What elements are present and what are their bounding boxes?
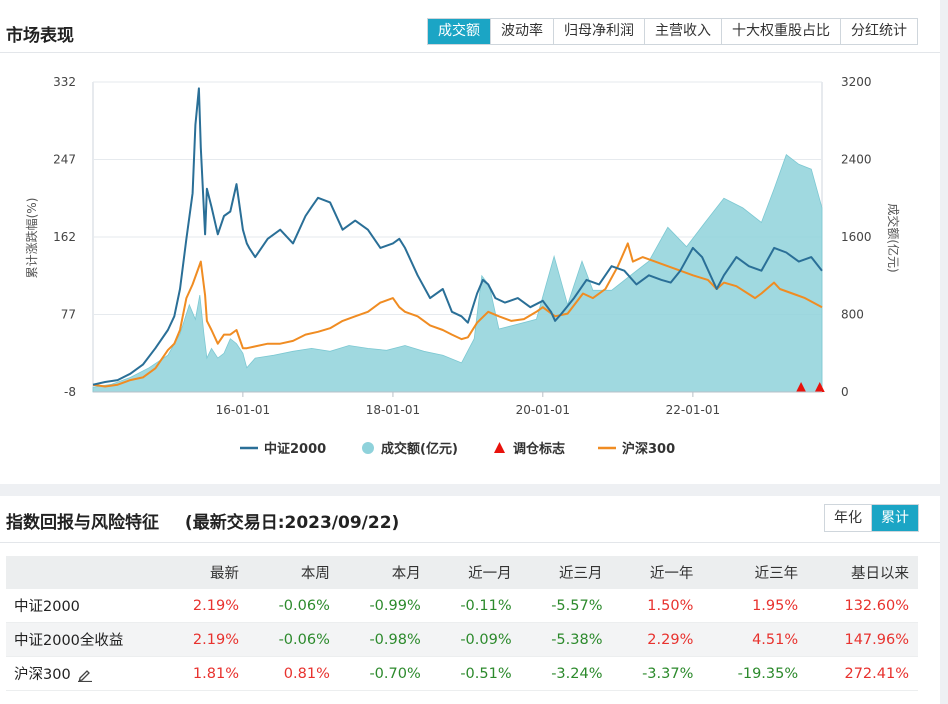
table-cell: 1.50% bbox=[611, 589, 703, 623]
row-name: 中证2000 bbox=[6, 589, 165, 623]
y-left-tick: 332 bbox=[53, 75, 76, 89]
table-cell: -3.37% bbox=[611, 656, 703, 691]
divider bbox=[0, 52, 940, 53]
col-header: 本月 bbox=[338, 556, 430, 589]
col-header: 基日以来 bbox=[807, 556, 918, 589]
volume-area bbox=[92, 154, 823, 393]
chart-legend: 中证2000 成交额(亿元) 调仓标志 沪深300 bbox=[240, 441, 675, 457]
legend-label: 中证2000 bbox=[264, 441, 326, 457]
col-header: 近一年 bbox=[611, 556, 703, 589]
table-cell: 132.60% bbox=[807, 589, 918, 623]
y-left-tick: 162 bbox=[53, 230, 76, 244]
y-right-tick: 3200 bbox=[841, 75, 872, 89]
returns-title: 指数回报与风险特征 (最新交易日:2023/09/22) bbox=[6, 508, 399, 533]
period-toggle: 年化 累计 bbox=[824, 504, 919, 532]
row-name-text: 沪深300 bbox=[14, 667, 71, 683]
metric-tabs: 成交额 波动率 归母净利润 主营收入 十大权重股占比 分红统计 bbox=[427, 18, 918, 45]
y-right-tick: 2400 bbox=[841, 153, 872, 167]
y-axis-right-label: 成交额(亿元) bbox=[886, 203, 901, 272]
table-cell: -0.51% bbox=[429, 656, 521, 691]
legend-item[interactable]: 中证2000 bbox=[240, 441, 326, 457]
legend-item[interactable]: 调仓标志 bbox=[494, 441, 565, 457]
hs300-line bbox=[92, 242, 823, 388]
table-cell: 272.41% bbox=[807, 656, 918, 691]
table-cell: -0.11% bbox=[429, 589, 521, 623]
table-cell: -19.35% bbox=[702, 656, 808, 691]
table-cell: -0.06% bbox=[248, 589, 339, 623]
table-cell: -3.24% bbox=[520, 656, 612, 691]
table-cell: 1.81% bbox=[165, 656, 248, 691]
table-cell: 2.19% bbox=[165, 589, 248, 623]
y-right-tick: 1600 bbox=[841, 230, 872, 244]
col-header: 本周 bbox=[248, 556, 339, 589]
col-header-name bbox=[6, 556, 165, 589]
col-header: 近三月 bbox=[520, 556, 612, 589]
table-cell: -5.38% bbox=[520, 622, 612, 657]
table-cell: -0.09% bbox=[429, 622, 521, 657]
rebalance-marker bbox=[814, 382, 825, 392]
x-tick-label: 20-01-01 bbox=[516, 403, 570, 417]
cumulative-toggle[interactable]: 累计 bbox=[871, 505, 918, 531]
pencil-icon[interactable] bbox=[77, 668, 93, 682]
table-cell: 2.29% bbox=[611, 622, 703, 657]
legend-item[interactable]: 沪深300 bbox=[598, 441, 675, 457]
table-cell: -0.70% bbox=[338, 656, 430, 691]
legend-item[interactable]: 成交额(亿元) bbox=[362, 441, 458, 457]
y-left-tick: 77 bbox=[61, 308, 76, 322]
table-cell: -0.06% bbox=[248, 622, 339, 657]
returns-date: (最新交易日:2023/09/22) bbox=[184, 513, 400, 533]
row-name-text: 中证2000全收益 bbox=[14, 633, 124, 649]
table-body: 中证2000 2.19% -0.06% -0.99% -0.11% -5.57% 1.50%… bbox=[6, 589, 918, 691]
divider bbox=[0, 542, 940, 543]
legend-triangle-swatch bbox=[494, 442, 505, 453]
table-cell: 0.81% bbox=[248, 656, 339, 691]
y-axis-left-label: 累计涨跌幅(%) bbox=[24, 198, 39, 279]
tab-5[interactable]: 分红统计 bbox=[840, 19, 917, 44]
returns-panel: 指数回报与风险特征 (最新交易日:2023/09/22) 年化 累计 最新 本周 本月… bbox=[0, 496, 940, 704]
table-row: 沪深300 1.81% 0.81% -0.70% -0.51% -3.24% -3.37% -… bbox=[6, 656, 918, 691]
rebalance-marker bbox=[796, 382, 807, 392]
x-tick-label: 18-01-01 bbox=[366, 403, 420, 417]
table-cell: -0.99% bbox=[338, 589, 430, 623]
col-header: 最新 bbox=[165, 556, 248, 589]
table-cell: -0.98% bbox=[338, 622, 430, 657]
col-header: 近一月 bbox=[429, 556, 521, 589]
legend-dot-swatch bbox=[362, 442, 374, 454]
table-cell: 147.96% bbox=[807, 622, 918, 657]
row-name: 沪深300 bbox=[6, 656, 165, 691]
x-tick-label: 16-01-01 bbox=[216, 403, 270, 417]
x-tick-label: 22-01-01 bbox=[666, 403, 720, 417]
table-row: 中证2000 2.19% -0.06% -0.99% -0.11% -5.57% 1.50%… bbox=[6, 589, 918, 623]
tab-2[interactable]: 归母净利润 bbox=[553, 19, 644, 44]
row-name: 中证2000全收益 bbox=[6, 622, 165, 657]
table-cell: 4.51% bbox=[702, 622, 808, 657]
y-right-tick: 800 bbox=[841, 308, 864, 322]
tab-1[interactable]: 波动率 bbox=[490, 19, 553, 44]
legend-label: 调仓标志 bbox=[513, 441, 565, 457]
y-left-tick: 247 bbox=[53, 153, 76, 167]
market-chart: -8 77 162 247 332 0 800 1600 2400 3200 16-01-01 18-… bbox=[24, 75, 901, 457]
tab-3[interactable]: 主营收入 bbox=[644, 19, 721, 44]
market-performance-panel: 市场表现 成交额 波动率 归母净利润 主营收入 十大权重股占比 分红统计 -8 77 162 2… bbox=[0, 0, 940, 484]
returns-table: 最新 本周 本月 近一月 近三月 近一年 近三年 基日以来 中证2000 2.19% -0.06%… bbox=[6, 556, 918, 691]
table-cell: -5.57% bbox=[520, 589, 612, 623]
rebalance-markers bbox=[796, 382, 825, 392]
legend-label: 成交额(亿元) bbox=[381, 441, 458, 457]
y-right-tick: 0 bbox=[841, 385, 849, 399]
chart-axes: -8 77 162 247 332 0 800 1600 2400 3200 16-01-01 18-… bbox=[53, 75, 871, 417]
csi2000-line bbox=[92, 87, 823, 386]
panel-title: 市场表现 bbox=[6, 26, 74, 46]
table-header: 最新 本周 本月 近一月 近三月 近一年 近三年 基日以来 bbox=[6, 556, 918, 589]
table-cell: 1.95% bbox=[702, 589, 808, 623]
returns-title-text: 指数回报与风险特征 bbox=[6, 513, 159, 533]
legend-label: 沪深300 bbox=[622, 441, 675, 457]
y-left-tick: -8 bbox=[64, 385, 76, 399]
tab-0[interactable]: 成交额 bbox=[428, 19, 490, 44]
tab-4[interactable]: 十大权重股占比 bbox=[721, 19, 840, 44]
row-name-text: 中证2000 bbox=[14, 599, 80, 615]
table-row: 中证2000全收益 2.19% -0.06% -0.98% -0.09% -5.38% 2.… bbox=[6, 622, 918, 657]
col-header: 近三年 bbox=[702, 556, 808, 589]
annualized-toggle[interactable]: 年化 bbox=[834, 510, 862, 526]
table-cell: 2.19% bbox=[165, 622, 248, 657]
